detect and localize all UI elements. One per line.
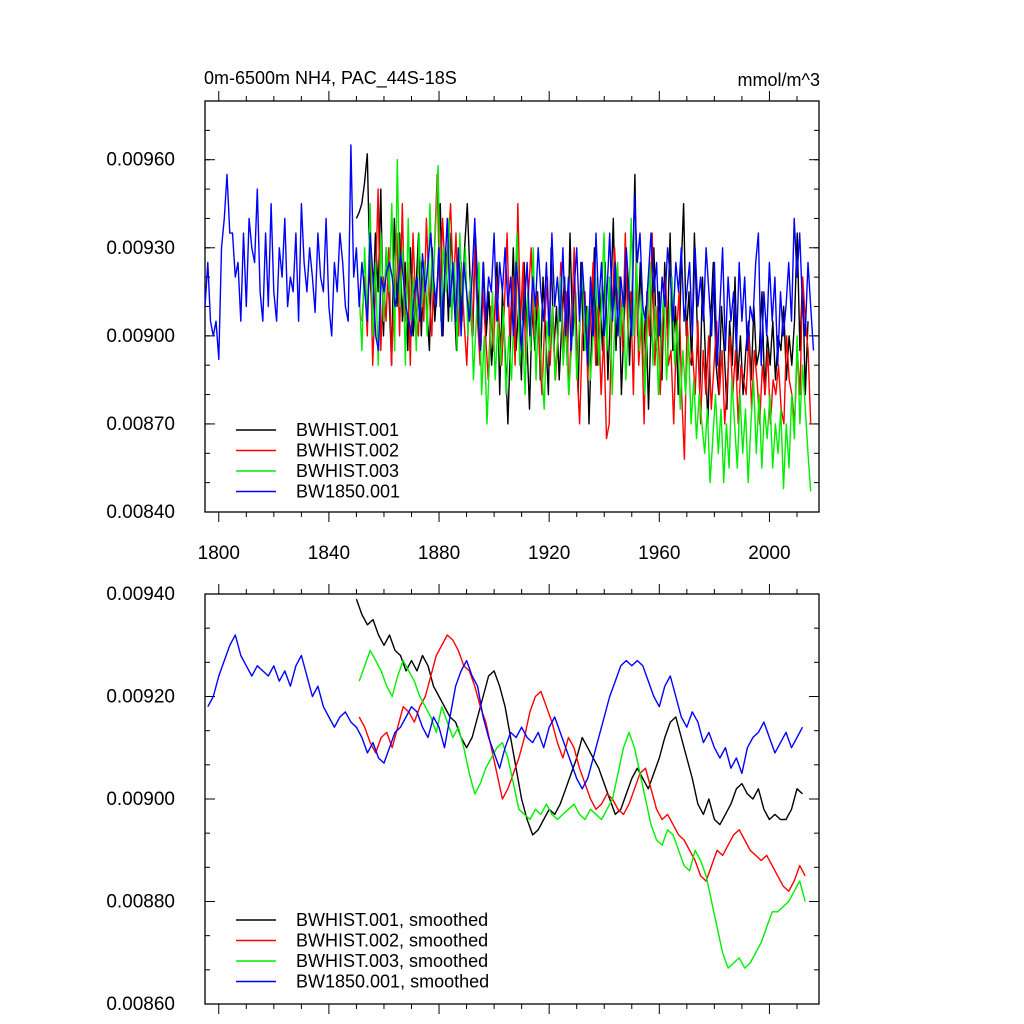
top-axes: 0.00840 0.00870 0.00900 0.00930 0.00960 1800 1… xyxy=(106,91,820,564)
y-tick-label: 0.00920 xyxy=(106,687,175,708)
x-tick-label: 2000 xyxy=(748,543,790,564)
y-tick-label: 0.00940 xyxy=(106,584,175,605)
legend-label: BWHIST.001 xyxy=(296,420,399,440)
x-tick-label: 1880 xyxy=(418,543,460,564)
legend-label: BW1850.001 xyxy=(296,482,400,502)
x-tick-label: 1920 xyxy=(528,543,570,564)
series-line-3 xyxy=(358,649,806,969)
panel-top: 0m-6500m NH4, PAC_44S-18S mmol/m^3 0.008… xyxy=(106,68,820,564)
y-tick-label: 0.00930 xyxy=(106,238,175,259)
legend-label: BW1850.001, smoothed xyxy=(296,972,489,992)
y-tick-label: 0.00900 xyxy=(106,326,175,347)
y-tick-label: 0.00900 xyxy=(106,789,175,810)
y-tick-label: 0.00870 xyxy=(106,414,175,435)
series-line-4 xyxy=(207,634,804,790)
series-line-4 xyxy=(204,144,815,366)
bottom-plot-lines xyxy=(207,598,806,969)
y-tick-label: 0.00840 xyxy=(106,502,175,523)
series-line-3 xyxy=(358,159,812,492)
y-tick-label: 0.00880 xyxy=(106,892,175,913)
legend-label: BWHIST.003 xyxy=(296,461,399,481)
legend-label: BWHIST.002, smoothed xyxy=(296,931,488,951)
top-chart-title: 0m-6500m NH4, PAC_44S-18S xyxy=(204,68,457,89)
x-tick-label: 1960 xyxy=(638,543,680,564)
series-line-1 xyxy=(355,598,803,836)
series-line-2 xyxy=(358,634,806,892)
top-chart-units: mmol/m^3 xyxy=(738,70,820,90)
y-tick-label: 0.00860 xyxy=(106,994,175,1015)
panel-bottom: 0.00860 0.00880 0.00900 0.00920 0.00940 BWHI… xyxy=(106,584,820,1015)
x-tick-label: 1840 xyxy=(308,543,350,564)
y-tick-label: 0.00960 xyxy=(106,150,175,171)
top-plot-lines xyxy=(204,144,815,492)
legend-label: BWHIST.002 xyxy=(296,441,399,461)
legend-label: BWHIST.003, smoothed xyxy=(296,951,488,971)
x-tick-label: 1800 xyxy=(198,543,240,564)
bottom-axes: 0.00860 0.00880 0.00900 0.00920 0.00940 xyxy=(106,584,820,1015)
legend-label: BWHIST.001, smoothed xyxy=(296,910,488,930)
